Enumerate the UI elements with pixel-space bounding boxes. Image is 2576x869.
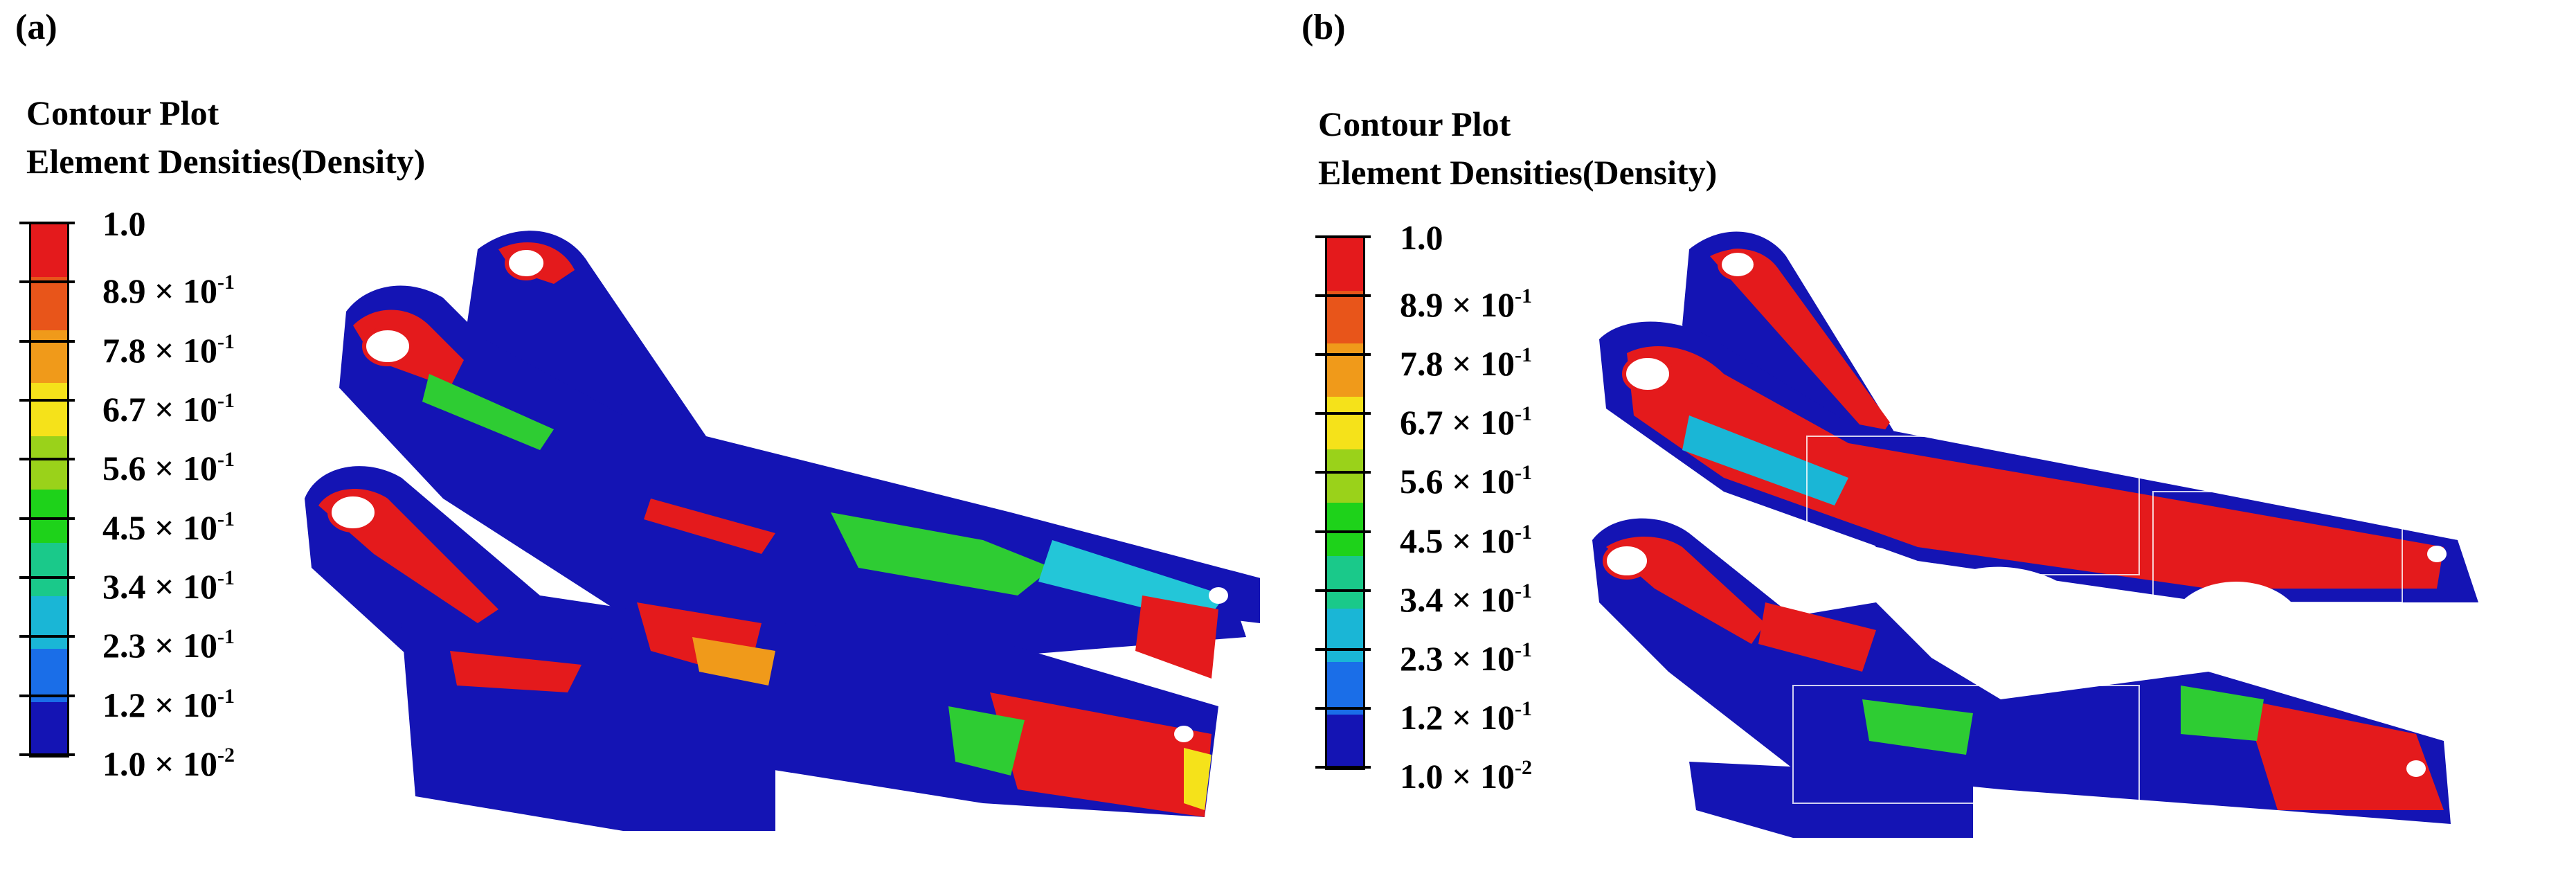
legend-tick: [19, 222, 75, 224]
color-scale-segment: [31, 649, 67, 703]
legend-tick-label: 2.3 × 10-1: [1400, 638, 1532, 678]
color-scale-segment: [31, 224, 67, 277]
color-scale-segment: [1327, 715, 1363, 768]
legend-title: Contour Plot: [1318, 105, 1511, 143]
legend-tick: [1315, 706, 1371, 710]
legend-subtitle: Element Densities(Density): [1318, 153, 1718, 192]
color-scale-segment: [1327, 503, 1363, 556]
legend-tick: [1315, 235, 1371, 238]
legend-tick-label: 1.0 × 10-2: [102, 744, 235, 783]
color-scale-segment: [31, 542, 67, 596]
legend-tick: [19, 339, 75, 343]
legend-tick-label: 7.8 × 10-1: [1400, 343, 1532, 384]
color-scale-segment: [31, 436, 67, 490]
legend-tick: [19, 753, 75, 756]
legend-tick: [1315, 353, 1371, 357]
legend-tick-label: 4.5 × 10-1: [102, 507, 235, 547]
color-scale-segment: [1327, 238, 1363, 291]
legend-tick-label: 3.4 × 10-1: [102, 566, 235, 606]
legend-tick: [19, 280, 75, 284]
legend-tick-label: 2.3 × 10-1: [102, 625, 235, 665]
legend-tick-label: 8.9 × 10-1: [102, 271, 235, 311]
legend-tick-label: 8.9 × 10-1: [1400, 285, 1532, 325]
legend-tick: [1315, 647, 1371, 651]
density-contour-model: [1592, 231, 2478, 838]
legend-tick: [19, 576, 75, 579]
legend-tick-label: 4.5 × 10-1: [1400, 520, 1532, 560]
color-scale-segment: [31, 702, 67, 755]
panel-b: (b) Contour Plot Element Densities(Densi…: [1288, 0, 2575, 869]
color-scale-segment: [1327, 661, 1363, 715]
color-scale-segment: [1327, 609, 1363, 662]
panel-label: (b): [1301, 8, 1346, 47]
legend-tick-label: 3.4 × 10-1: [1400, 579, 1532, 619]
legend-subtitle: Element Densities(Density): [26, 142, 426, 181]
legend-tick: [1315, 294, 1371, 298]
legend-tick-label: 1.2 × 10-1: [1400, 697, 1532, 737]
legend-title: Contour Plot: [26, 93, 219, 132]
legend-tick: [19, 399, 75, 402]
legend-tick-label: 1.0: [1400, 218, 1443, 257]
color-scale-segment: [1327, 343, 1363, 397]
legend-tick-label: 6.7 × 10-1: [1400, 402, 1532, 442]
legend-tick-label: 1.0: [102, 204, 146, 243]
color-scale-segment: [31, 490, 67, 543]
color-scale-segment: [1327, 396, 1363, 450]
color-scale-segment: [31, 383, 67, 437]
legend-tick: [19, 517, 75, 520]
legend-tick: [1315, 589, 1371, 592]
legend-tick: [19, 458, 75, 461]
legend-tick: [19, 694, 75, 697]
legend-tick: [1315, 412, 1371, 415]
legend-tick-label: 5.6 × 10-1: [102, 448, 235, 488]
legend-tick-label: 7.8 × 10-1: [102, 330, 235, 370]
color-scale-segment: [31, 276, 67, 330]
color-scale-segment: [1327, 449, 1363, 503]
panel-a: (a) Contour Plot Element Densities(Densi…: [15, 8, 1260, 831]
legend-tick: [1315, 530, 1371, 533]
legend-tick: [19, 635, 75, 638]
color-scale-segment: [1327, 555, 1363, 609]
legend-tick-label: 1.0 × 10-2: [1400, 756, 1532, 796]
legend-tick: [1315, 471, 1371, 474]
legend-tick-label: 6.7 × 10-1: [102, 389, 235, 429]
legend-tick-label: 1.2 × 10-1: [102, 684, 235, 724]
panel-label: (a): [15, 8, 57, 47]
color-scale-bar: [29, 222, 69, 758]
legend-tick: [1315, 766, 1371, 769]
color-scale-segment: [31, 595, 67, 649]
color-scale-bar: [1325, 235, 1365, 770]
color-scale-segment: [31, 330, 67, 384]
density-contour-model: [305, 231, 1260, 831]
color-scale-segment: [1327, 290, 1363, 344]
legend-tick-label: 5.6 × 10-1: [1400, 461, 1532, 501]
